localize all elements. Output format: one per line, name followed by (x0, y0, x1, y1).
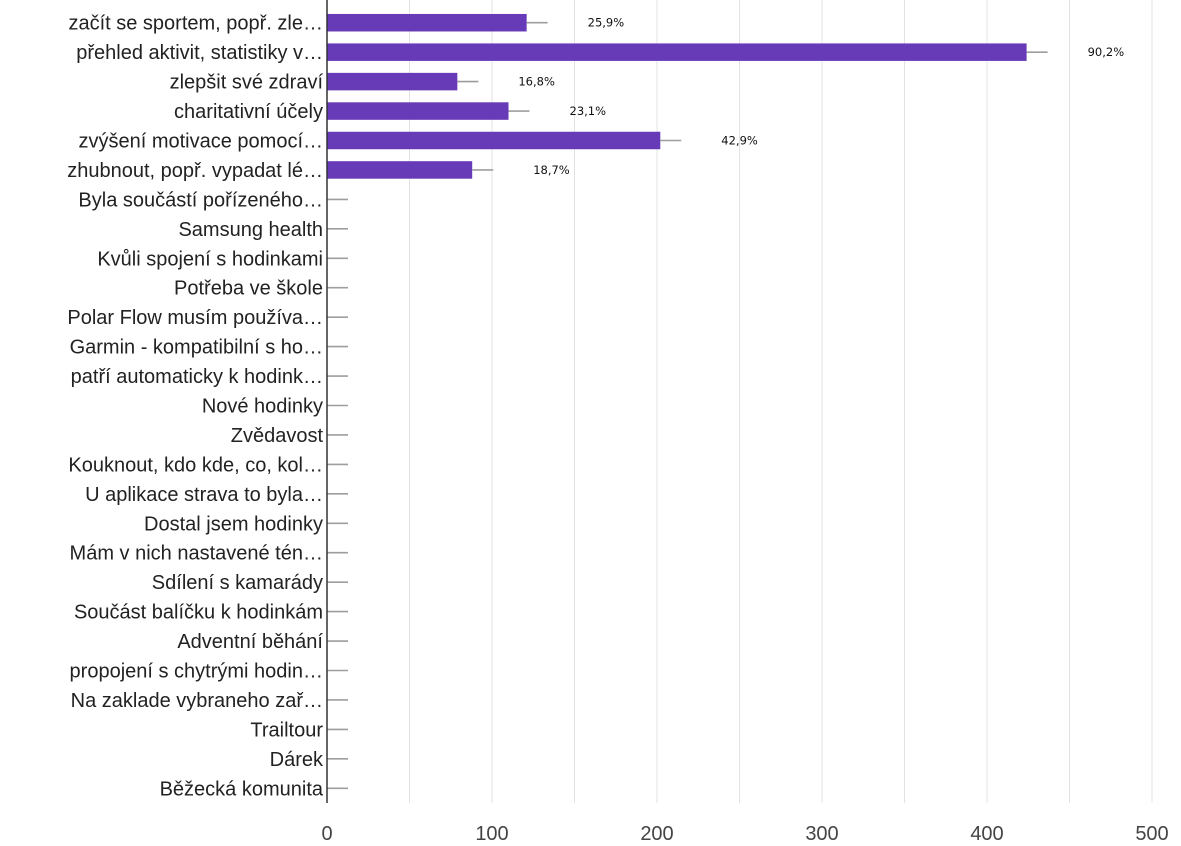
category-label: zvýšení motivace pomocí… (78, 131, 323, 153)
x-tick-label: 100 (475, 823, 508, 845)
category-label: zlepšit své zdraví (170, 72, 324, 94)
bar (327, 161, 473, 179)
category-label: Garmin - kompatibilní s ho… (70, 337, 323, 359)
category-label: propojení s chytrými hodin… (70, 661, 323, 683)
bars (327, 13, 1048, 790)
category-label: Mám v nich nastavené tén… (70, 543, 323, 565)
data-label: 23,1% (570, 104, 607, 118)
bar (327, 13, 527, 32)
bar (327, 72, 458, 91)
bar (327, 43, 1027, 61)
bar (327, 102, 509, 120)
category-label: Potřeba ve škole (174, 278, 323, 300)
category-label: začít se sportem, popř. zle… (68, 13, 323, 35)
category-label: Byla součástí pořízeného… (78, 189, 323, 211)
category-label: Samsung health (178, 219, 323, 241)
category-label: Dárek (270, 749, 324, 771)
category-label: Trailtour (250, 719, 323, 741)
x-tick-label: 200 (640, 823, 673, 845)
gridlines (409, 0, 1153, 803)
category-label: Na zaklade vybraneho zař… (71, 690, 323, 712)
category-label: Dostal jsem hodinky (144, 513, 323, 535)
x-tick-label: 300 (805, 823, 838, 845)
category-label: Běžecká komunita (160, 778, 324, 800)
category-label: Zvědavost (231, 425, 324, 447)
x-tick-label: 0 (321, 823, 332, 845)
category-label: přehled aktivit, statistiky v… (76, 42, 323, 64)
category-label: Nové hodinky (202, 396, 323, 418)
category-label: U aplikace strava to byla… (85, 484, 323, 506)
data-label: 25,9% (588, 16, 625, 30)
category-label: zhubnout, popř. vypadat lé… (67, 160, 323, 182)
labels: 0 100 200 300 400 500 25,9% začít se sportem, p… (67, 13, 1168, 845)
category-label: patří automaticky k hodink… (71, 366, 323, 388)
data-label: 90,2% (1088, 45, 1125, 59)
x-tick-label: 400 (970, 823, 1003, 845)
data-label: 42,9% (721, 134, 758, 148)
category-label: Kouknout, kdo kde, co, kol… (68, 454, 323, 476)
x-tick-label: 500 (1135, 823, 1168, 845)
data-label: 18,7% (533, 163, 570, 177)
category-label: Kvůli spojení s hodinkami (97, 248, 323, 270)
category-label: Součást balíčku k hodinkám (74, 602, 323, 624)
category-label: Sdílení s kamarády (152, 572, 323, 594)
category-label: charitativní účely (174, 101, 323, 123)
category-label: Polar Flow musím používa… (67, 307, 323, 329)
data-label: 16,8% (518, 75, 555, 89)
category-label: Adventní běhání (177, 631, 323, 653)
bar (327, 131, 661, 150)
